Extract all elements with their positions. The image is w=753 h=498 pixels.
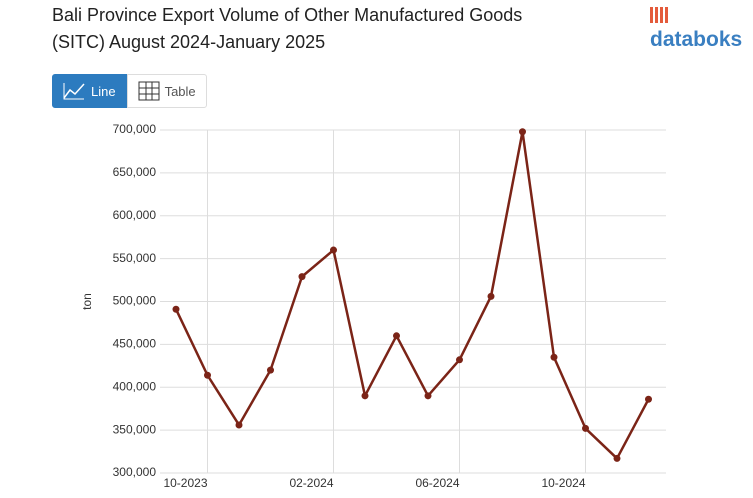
title-line: Bali Province Export Volume of Other Man… bbox=[52, 5, 523, 25]
point bbox=[204, 371, 211, 379]
point bbox=[330, 246, 337, 254]
point bbox=[172, 305, 180, 313]
point bbox=[582, 424, 589, 432]
tab-label: Line bbox=[91, 83, 116, 99]
line-icon bbox=[63, 83, 85, 100]
y-tick-label: 500,000 bbox=[113, 294, 157, 308]
y-axis-label: ton bbox=[80, 293, 94, 310]
point bbox=[393, 332, 400, 340]
point bbox=[361, 392, 369, 400]
point bbox=[519, 128, 526, 136]
tab-label: Table bbox=[164, 83, 196, 99]
title: Bali Province Export Volume of Other Man… bbox=[52, 2, 522, 56]
y-tick-label: 700,000 bbox=[113, 122, 157, 136]
line bbox=[174, 130, 650, 460]
y-tick-label: 350,000 bbox=[113, 422, 157, 436]
x-tick-label: 06-2024 bbox=[415, 476, 459, 490]
y-tick-label: 600,000 bbox=[113, 208, 157, 222]
y-tick-label: 650,000 bbox=[113, 165, 157, 179]
point bbox=[487, 292, 495, 300]
point bbox=[613, 454, 621, 462]
x-tick-label: 10-2024 bbox=[541, 476, 585, 490]
point bbox=[298, 273, 306, 281]
x-tick-label: 02-2024 bbox=[289, 476, 333, 490]
title-line: (SITC) August 2024-January 2025 bbox=[52, 32, 326, 52]
y-tick-label: 400,000 bbox=[113, 379, 157, 393]
line-tab[interactable]: Line bbox=[52, 74, 127, 108]
y-tick-label: 550,000 bbox=[113, 251, 157, 265]
y-tick-label: 450,000 bbox=[113, 337, 157, 351]
point bbox=[267, 366, 274, 374]
table-icon bbox=[138, 81, 160, 101]
logo: databoks bbox=[650, 4, 753, 52]
table-tab[interactable]: Table bbox=[126, 74, 207, 108]
tabs: Line Table bbox=[52, 74, 207, 108]
point bbox=[645, 395, 652, 403]
x-tick-label: 10-2023 bbox=[163, 476, 207, 490]
point bbox=[235, 421, 243, 429]
y-tick-label: 300,000 bbox=[113, 465, 157, 479]
point bbox=[550, 353, 558, 361]
point bbox=[456, 356, 463, 364]
point bbox=[424, 392, 432, 400]
